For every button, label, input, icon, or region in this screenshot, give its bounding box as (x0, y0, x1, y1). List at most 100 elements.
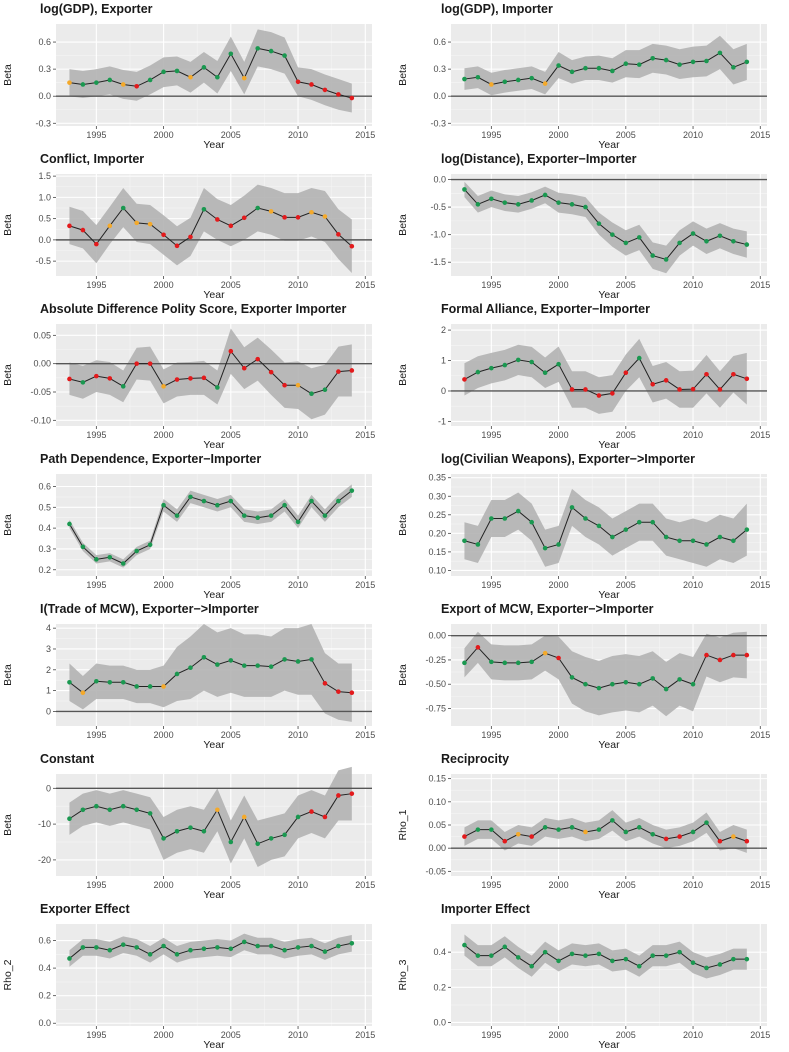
data-point (731, 834, 736, 839)
plot-background (56, 924, 372, 1026)
y-axis-label: Rho_1 (397, 809, 409, 840)
x-tick-label: 2015 (355, 430, 375, 440)
data-point (502, 200, 508, 205)
confidence-ribbon (464, 488, 747, 567)
data-point (120, 679, 126, 685)
data-point (744, 652, 750, 658)
y-tick-label: 0.4 (433, 947, 446, 957)
data-point (704, 652, 709, 658)
x-tick-label: 2010 (683, 130, 703, 140)
estimate-line (69, 793, 352, 845)
data-point (731, 956, 736, 962)
y-tick-label: 0.6 (433, 37, 446, 47)
data-point (188, 947, 193, 953)
data-point (241, 513, 247, 518)
data-point (542, 825, 548, 830)
x-tick-label: 2005 (221, 430, 241, 440)
data-point (94, 803, 99, 809)
confidence-ribbon (464, 810, 747, 853)
y-tick-label: 0.6 (38, 936, 51, 946)
y-tick-label: 0.4 (38, 963, 51, 973)
x-tick-label: 2015 (750, 280, 770, 290)
data-point (228, 51, 234, 57)
x-tick-label: 2000 (154, 430, 174, 440)
data-point (596, 523, 602, 529)
chart-panel: Conflict, Importer 1995 2000 2005 2010 2015 -0… (0, 150, 394, 301)
data-point (636, 681, 642, 687)
data-point (67, 223, 72, 229)
data-point (623, 956, 629, 962)
data-point (134, 361, 139, 366)
confidence-ribbon (69, 933, 352, 967)
data-point (120, 561, 126, 566)
data-point (67, 679, 72, 685)
x-tick-label: 2000 (154, 730, 174, 740)
x-tick-label: 2005 (221, 730, 241, 740)
data-point (336, 793, 341, 798)
data-point (80, 227, 86, 233)
data-point (610, 68, 615, 74)
data-point (462, 76, 467, 82)
data-point (583, 953, 588, 958)
data-point (529, 359, 534, 365)
data-point (462, 377, 467, 382)
data-point (731, 538, 736, 544)
data-point (120, 384, 126, 389)
data-point (268, 943, 274, 949)
data-point (282, 947, 287, 953)
x-axis-label: Year (203, 739, 225, 751)
data-point (636, 825, 642, 830)
chart-panel: Reciprocity 1995 2000 2005 2010 2015 -0.05 0.00… (395, 750, 789, 901)
data-point (610, 681, 615, 687)
x-axis-label: Year (598, 139, 620, 151)
chart-panel: log(Civilian Weapons), Exporter−>Importe… (395, 450, 789, 601)
data-point (255, 46, 261, 51)
data-point (80, 380, 86, 385)
data-point (515, 660, 521, 666)
data-point (529, 519, 534, 525)
confidence-ribbon (69, 29, 352, 113)
data-point (215, 217, 220, 222)
data-point (596, 951, 602, 957)
data-point (188, 234, 193, 240)
chart-title: Constant (40, 752, 95, 766)
data-point (542, 545, 548, 551)
data-point (556, 361, 561, 367)
data-point (309, 209, 314, 215)
x-tick-label: 2005 (616, 430, 636, 440)
chart-title: Absolute Difference Polity Score, Export… (40, 302, 347, 316)
y-tick-label: 0.3 (38, 544, 51, 554)
data-point (744, 838, 750, 844)
data-point (241, 215, 247, 221)
data-point (147, 811, 153, 816)
data-point (515, 202, 521, 207)
data-point (744, 59, 750, 65)
x-tick-label: 1995 (86, 580, 106, 590)
x-tick-label: 2010 (288, 730, 308, 740)
x-tick-label: 2015 (750, 1030, 770, 1040)
data-point (336, 498, 341, 504)
data-point (295, 79, 301, 85)
data-point (515, 357, 521, 363)
data-point (282, 657, 287, 662)
x-axis-label: Year (203, 1039, 225, 1051)
data-point (650, 56, 656, 61)
data-point (94, 945, 99, 950)
estimate-line (69, 656, 352, 694)
data-point (731, 371, 736, 377)
data-point (744, 956, 750, 962)
y-tick-label: 0 (46, 783, 51, 793)
x-axis-label: Year (598, 739, 620, 751)
x-tick-label: 2005 (221, 880, 241, 890)
estimate-line (464, 189, 747, 261)
chart-svg: 1995 2000 2005 2010 2015 0.2 0.3 0.4 0.5 0.6 Year B… (2, 474, 375, 601)
data-point (663, 953, 669, 958)
data-point (241, 814, 247, 820)
data-point (717, 962, 723, 967)
y-tick-label: 0.05 (33, 330, 51, 340)
x-axis-label: Year (203, 439, 225, 451)
data-point (542, 192, 548, 198)
data-point (282, 832, 287, 838)
data-point (255, 356, 261, 362)
data-point (489, 516, 494, 521)
